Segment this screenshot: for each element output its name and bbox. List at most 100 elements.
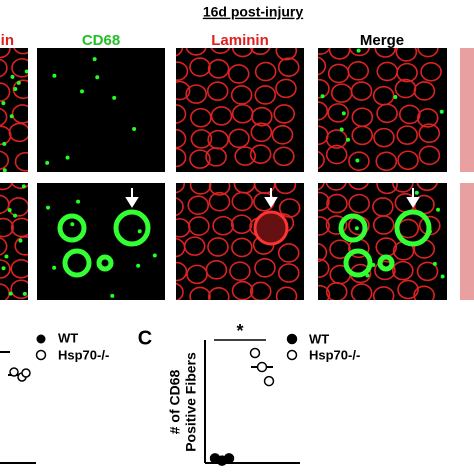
- panel: [460, 48, 474, 172]
- fiber: [249, 281, 272, 300]
- fiber: [326, 193, 348, 214]
- fiber: [14, 236, 28, 256]
- fiber: [396, 62, 418, 83]
- arrow: [406, 188, 420, 208]
- cell: [8, 291, 13, 296]
- cell: [2, 168, 7, 172]
- panel: [37, 183, 165, 300]
- fiber: [229, 261, 251, 281]
- panel-content: [45, 57, 137, 165]
- cell: [136, 263, 141, 268]
- fiber: [13, 48, 28, 55]
- fiber: [413, 81, 436, 101]
- cell: [46, 205, 51, 210]
- fiber: [228, 128, 250, 149]
- fiber: [397, 150, 419, 171]
- fiber: [277, 57, 300, 77]
- fiber: [372, 215, 395, 235]
- fiber: [249, 144, 272, 164]
- fiber: [206, 81, 229, 101]
- cell: [70, 222, 75, 227]
- cell: [45, 160, 50, 165]
- fiber: [189, 149, 211, 169]
- panel: [37, 48, 165, 172]
- cell: [341, 111, 346, 116]
- fiber: [318, 48, 331, 55]
- cell: [13, 86, 18, 91]
- cell: [65, 155, 70, 160]
- fiber: [249, 48, 271, 56]
- cd68-cell: [377, 254, 395, 272]
- fiber: [11, 58, 28, 78]
- annotation: *: [236, 321, 243, 341]
- cell: [7, 208, 12, 213]
- fiber: [10, 183, 28, 190]
- fiber: [176, 128, 187, 149]
- fiber: [183, 236, 206, 256]
- point: [256, 361, 268, 373]
- cell: [354, 226, 359, 231]
- cell: [10, 74, 15, 79]
- fiber: [348, 183, 369, 190]
- fiber: [0, 150, 10, 170]
- panel: [318, 48, 447, 172]
- fiber: [318, 242, 328, 263]
- fiber: [392, 260, 414, 281]
- legend-label: WT: [309, 331, 329, 346]
- fiber: [231, 191, 254, 212]
- cell: [440, 274, 445, 279]
- fiber: [277, 243, 300, 263]
- fiber: [176, 282, 184, 300]
- cell: [1, 101, 6, 106]
- fiber: [210, 106, 233, 126]
- cell: [95, 75, 100, 80]
- cell: [52, 265, 57, 270]
- fiber: [176, 80, 191, 101]
- fiber: [254, 257, 276, 278]
- cell: [22, 291, 27, 296]
- fiber: [185, 48, 207, 56]
- fiber: [277, 263, 300, 283]
- fiber: [418, 145, 441, 166]
- panel-content: [0, 48, 28, 172]
- cell: [16, 80, 21, 85]
- cd68-cell: [338, 213, 368, 243]
- fiber: [318, 191, 330, 212]
- cd68-cell: [113, 209, 151, 247]
- fiber: [227, 64, 250, 84]
- fiber: [14, 151, 28, 172]
- arrow: [264, 188, 278, 208]
- fiber: [189, 57, 211, 77]
- fiber: [392, 183, 414, 193]
- fiber: [374, 260, 396, 281]
- fiber: [327, 103, 349, 123]
- cell: [1, 266, 6, 271]
- fiber: [373, 127, 395, 148]
- fiber: [329, 239, 351, 260]
- fiber: [185, 84, 207, 104]
- column-label: in: [1, 32, 14, 49]
- fiber: [205, 260, 228, 280]
- cell: [52, 73, 57, 78]
- fiber: [0, 107, 8, 127]
- cell: [76, 199, 81, 204]
- cell: [439, 109, 444, 114]
- fiber: [250, 122, 273, 143]
- fiber: [7, 197, 28, 217]
- fiber: [176, 147, 187, 168]
- fiber: [318, 56, 327, 76]
- fiber: [230, 85, 253, 105]
- fiber: [176, 197, 184, 217]
- fiber: [413, 285, 435, 300]
- fiber: [205, 147, 227, 167]
- panel: [460, 183, 474, 300]
- fiber: [208, 191, 231, 212]
- cell: [339, 127, 344, 132]
- cell: [432, 261, 437, 266]
- fiber: [231, 280, 254, 300]
- cell: [110, 293, 115, 298]
- fiber: [325, 183, 347, 191]
- fiber: [420, 61, 442, 82]
